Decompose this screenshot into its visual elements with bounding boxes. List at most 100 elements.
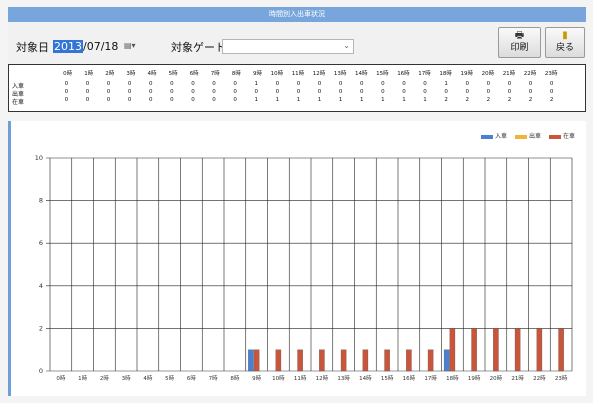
table-header-hour: 6時 — [189, 71, 199, 77]
table-cell: 0 — [317, 81, 322, 87]
door-exit-icon: ▮ — [562, 30, 568, 41]
gate-label: 対象ゲート — [171, 41, 226, 54]
table-row-label: 入車 — [12, 83, 25, 90]
table-cell: 0 — [359, 89, 364, 95]
gate-select[interactable]: ⌄ — [222, 39, 354, 54]
table-cell: 0 — [528, 81, 533, 87]
date-field[interactable]: 2013/07/18 — [53, 39, 143, 54]
table-cell: 0 — [317, 89, 322, 95]
table-cell: 0 — [127, 89, 132, 95]
date-year[interactable]: 2013 — [53, 40, 83, 53]
table-cell: 0 — [64, 89, 69, 95]
bar-在車 — [514, 328, 521, 372]
table-header-hour: 10時 — [270, 71, 284, 77]
table-cell: 0 — [106, 81, 111, 87]
table-cell: 0 — [254, 89, 258, 95]
table-header-hour: 13時 — [333, 71, 347, 77]
table-cell: 0 — [381, 81, 385, 87]
x-tick-label: 5時 — [165, 374, 174, 382]
table-cell: 0 — [549, 81, 554, 87]
table-header-hour: 1時 — [84, 71, 94, 77]
table-header-hour: 20時 — [481, 71, 495, 77]
back-button[interactable]: ▮ 戻る — [545, 27, 585, 58]
table-cell: 0 — [85, 97, 90, 103]
x-tick-label: 14時 — [359, 374, 372, 382]
table-cell: 0 — [212, 89, 216, 95]
table-cell: 0 — [338, 89, 343, 95]
back-label: 戻る — [555, 43, 574, 53]
print-button[interactable]: 🖶 印刷 — [498, 27, 541, 58]
table-cell: 1 — [338, 97, 343, 103]
y-tick-label: 4 — [39, 282, 43, 290]
x-tick-label: 6時 — [187, 374, 196, 382]
table-cell: 0 — [191, 97, 195, 103]
bar-在車 — [427, 349, 434, 372]
table-cell: 0 — [64, 81, 69, 87]
y-tick-label: 10 — [35, 154, 43, 162]
chart-panel — [8, 121, 586, 396]
table-cell: 0 — [275, 81, 280, 87]
x-tick-label: 8時 — [230, 374, 239, 382]
x-tick-label: 15時 — [381, 374, 394, 382]
table-cell: 1 — [317, 97, 322, 103]
table-header-hour: 4時 — [147, 71, 157, 77]
table-header-hour: 23時 — [544, 71, 558, 77]
legend-item: 在車 — [548, 131, 575, 140]
calendar-icon[interactable]: ▤▾ — [124, 41, 136, 50]
table-header-hour: 7時 — [210, 71, 220, 77]
bar-在車 — [449, 328, 456, 372]
table-header-hour: 3時 — [126, 71, 136, 77]
table-cell: 1 — [296, 97, 301, 103]
date-rest[interactable]: /07/18 — [83, 40, 119, 53]
x-tick-label: 17時 — [424, 374, 437, 382]
table-cell: 0 — [85, 89, 90, 95]
table-cell: 0 — [148, 89, 153, 95]
table-cell: 0 — [106, 89, 111, 95]
x-tick-label: 3時 — [122, 374, 131, 382]
table-header-hour: 0時 — [63, 71, 73, 77]
table-cell: 1 — [254, 97, 258, 103]
bar-入車 — [248, 349, 254, 372]
window-title: 時間別入出車状況 — [8, 7, 586, 22]
table-cell: 0 — [212, 81, 216, 87]
bar-在車 — [275, 349, 282, 372]
y-tick-label: 2 — [39, 324, 43, 332]
table-cell: 0 — [423, 89, 427, 95]
bar-在車 — [362, 349, 369, 372]
table-cell: 1 — [275, 97, 280, 103]
legend-item: 入車 — [480, 131, 507, 140]
table-header-hour: 9時 — [252, 71, 262, 77]
table-cell: 0 — [549, 89, 554, 95]
table-header-hour: 2時 — [105, 71, 115, 77]
legend-swatch — [514, 134, 527, 139]
table-cell: 1 — [444, 81, 448, 87]
table-header-hour: 11時 — [291, 71, 305, 77]
x-tick-label: 10時 — [272, 374, 285, 382]
x-tick-label: 0時 — [56, 374, 65, 382]
table-cell: 0 — [85, 81, 90, 87]
table-cell: 0 — [233, 81, 237, 87]
x-tick-label: 16時 — [403, 374, 416, 382]
legend-label: 出車 — [528, 133, 541, 140]
bar-在車 — [319, 349, 325, 372]
bar-在車 — [493, 328, 499, 372]
bar-在車 — [406, 349, 412, 372]
table-cell: 0 — [148, 81, 153, 87]
bar-在車 — [297, 349, 303, 372]
hourly-count-table: 0時 1時 2時 3時 4時 5時 6時 7時 8時 9時 10時 11時 12時 13時 14時 15時 16… — [8, 64, 586, 112]
table-cell: 2 — [465, 97, 469, 103]
table-cell: 0 — [465, 89, 469, 95]
bar-在車 — [384, 349, 390, 372]
x-tick-label: 4時 — [143, 374, 152, 382]
table-cell: 0 — [486, 81, 491, 87]
y-tick-label: 0 — [39, 367, 43, 375]
chevron-down-icon: ⌄ — [343, 41, 350, 50]
x-tick-label: 20時 — [490, 374, 503, 382]
x-tick-label: 21時 — [511, 374, 524, 382]
table-cell: 0 — [507, 81, 512, 87]
table-cell: 0 — [233, 89, 237, 95]
legend-item: 出車 — [514, 131, 541, 140]
table-row-label: 出車 — [12, 91, 25, 98]
table-cell: 0 — [275, 89, 280, 95]
